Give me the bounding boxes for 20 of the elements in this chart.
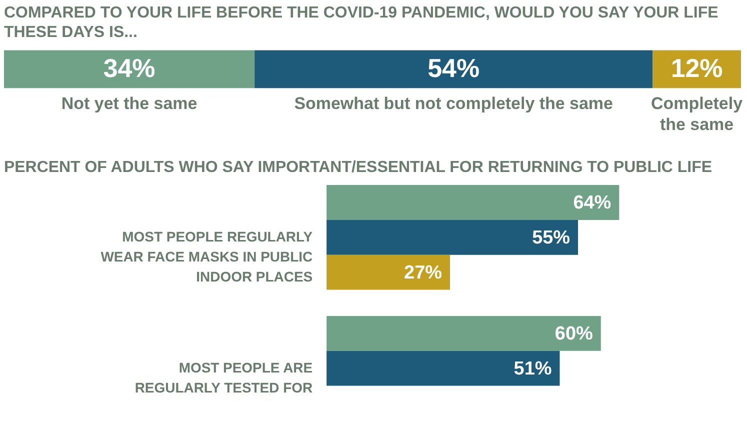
- chart-title: COMPARED TO YOUR LIFE BEFORE THE COVID-19 PANDEMIC, WOULD YOU SAY YOUR LIFE THESE DAYS IS...: [4, 4, 719, 42]
- chart-title: PERCENT OF ADULTS WHO SAY IMPORTANT/ESSENTIAL FOR RETURNING TO PUBLIC LIFE: [4, 159, 712, 176]
- data-label: 55%: [532, 227, 570, 248]
- bar: [326, 185, 620, 220]
- data-label: 51%: [514, 358, 552, 380]
- series-label: Somewhat but not completely the same: [294, 94, 613, 114]
- data-label: 60%: [554, 323, 594, 344]
- series-label: Not yet the same: [61, 94, 198, 114]
- bar: [326, 316, 601, 351]
- y-tick-label: MOST PEOPLE REGULARLY WEAR FACE MASKS IN PUBLIC INDOOR PLACES: [100, 228, 314, 284]
- series-label: Completely the same: [651, 94, 744, 134]
- y-tick-label: MOST PEOPLE ARE REGULARLY TESTED FOR: [134, 359, 313, 396]
- data-label: 64%: [573, 192, 612, 214]
- bar: [326, 220, 578, 255]
- data-label: 12%: [670, 53, 723, 84]
- data-label: 34%: [103, 53, 156, 84]
- bar: [326, 350, 560, 386]
- data-label: 27%: [404, 262, 442, 284]
- data-label: 54%: [428, 53, 480, 84]
- bar: [326, 254, 450, 290]
